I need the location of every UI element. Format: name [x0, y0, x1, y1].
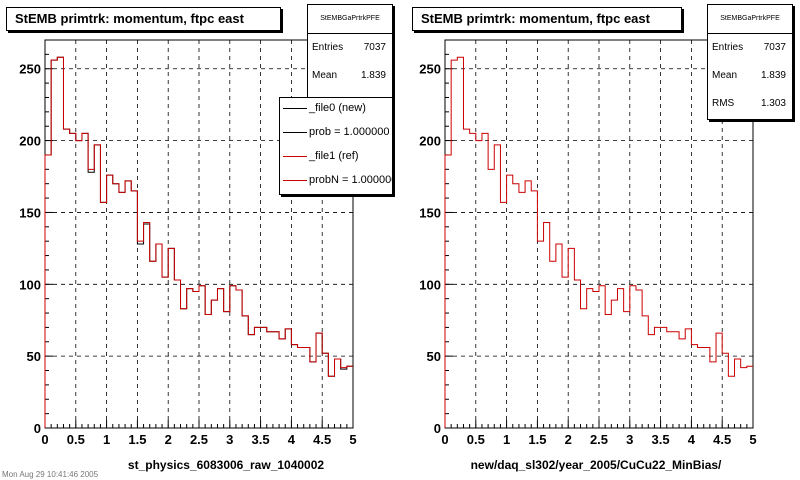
left-y-tick-label: 100 [19, 277, 41, 292]
left-y-tick-label: 250 [19, 62, 41, 77]
left-stats-header: StEMBGaPrtrkPFE [308, 5, 392, 34]
right-y-tick-label: 150 [419, 205, 441, 220]
legend-entry-file0: _file0 (new) [280, 98, 392, 122]
left-plot-title: StEMB primtrk: momentum, ftpc east [6, 7, 281, 31]
right-y-tick-label: 50 [427, 349, 441, 364]
right-x-tick-label: 0 [441, 432, 448, 447]
left-x-tick-label: 3 [226, 432, 233, 447]
left-stats-entries-label: Entries [312, 42, 344, 53]
right-stats-entries-row: Entries 7037 [708, 34, 792, 62]
left-x-tick-label: 1.5 [128, 432, 146, 447]
right-histogram-series-0 [444, 56, 753, 428]
left-x-tick-label: 4.5 [313, 432, 331, 447]
legend-label-file0: _file0 (new) [309, 102, 366, 114]
left-stats-entries-row: Entries 7037 [308, 34, 392, 62]
legend-entry-probn: probN = 1.000000 [280, 170, 392, 194]
right-x-tick-label: 2.5 [590, 432, 608, 447]
legend-entry-file1: _file1 (ref) [280, 146, 392, 170]
left-x-tick-label: 1 [103, 432, 110, 447]
right-y-tick-label: 100 [419, 277, 441, 292]
right-x-tick-label: 3.5 [652, 432, 670, 447]
right-x-tick-label: 1 [503, 432, 510, 447]
right-x-tick-label: 4 [688, 432, 696, 447]
right-y-tick-label: 0 [434, 421, 441, 436]
right-x-tick-label: 0.5 [467, 432, 485, 447]
right-stats-mean-row: Mean 1.839 [708, 62, 792, 90]
right-stats-entries-value: 7037 [763, 42, 786, 53]
legend-label-probn: probN = 1.000000 [309, 174, 393, 186]
legend-label-file1: _file1 (ref) [309, 150, 359, 162]
right-stats-mean-label: Mean [712, 70, 738, 81]
left-y-tick-label: 0 [34, 421, 41, 436]
right-stats-box: StEMBGaPrtrkPFE Entries 7037 Mean 1.839 … [707, 4, 793, 120]
left-stats-mean-value: 1.839 [360, 70, 386, 81]
right-x-tick-label: 3 [626, 432, 633, 447]
left-y-tick-label: 200 [19, 134, 41, 149]
timestamp-footer: Mon Aug 29 10:41:46 2005 [2, 470, 99, 479]
legend-swatch-prob [283, 132, 307, 133]
left-y-tick-label: 150 [19, 205, 41, 220]
right-stats-header: StEMBGaPrtrkPFE [708, 5, 792, 34]
left-x-tick-label: 0 [41, 432, 48, 447]
left-x-axis-title: st_physics_6083006_raw_1040002 [127, 458, 325, 472]
right-x-axis-title: new/daq_sl302/year_2005/CuCu22_MinBias/ [470, 458, 722, 472]
right-x-tick-label: 1.5 [528, 432, 546, 447]
left-y-tick-label: 50 [27, 349, 41, 364]
legend: _file0 (new) prob = 1.000000 _file1 (ref… [279, 97, 393, 195]
left-stats-box: StEMBGaPrtrkPFE Entries 7037 Mean 1.839 [307, 4, 393, 100]
legend-swatch-probn [283, 180, 307, 181]
legend-swatch-file1 [283, 156, 307, 157]
right-x-tick-label: 2 [565, 432, 572, 447]
left-x-tick-label: 2.5 [190, 432, 208, 447]
legend-swatch-file0 [283, 108, 307, 109]
right-plot-title: StEMB primtrk: momentum, ftpc east [412, 7, 682, 31]
legend-entry-prob: prob = 1.000000 [280, 122, 392, 146]
left-stats-entries-value: 7037 [363, 42, 386, 53]
left-x-tick-label: 3.5 [252, 432, 270, 447]
right-x-tick-label: 5 [749, 432, 756, 447]
right-y-tick-label: 200 [419, 134, 441, 149]
right-x-tick-label: 4.5 [713, 432, 731, 447]
right-stats-rms-label: RMS [712, 98, 735, 109]
right-y-tick-label: 250 [419, 62, 441, 77]
left-x-tick-label: 4 [288, 432, 296, 447]
left-x-tick-label: 0.5 [67, 432, 85, 447]
right-stats-entries-label: Entries [712, 42, 744, 53]
left-stats-mean-row: Mean 1.839 [308, 62, 392, 90]
left-x-tick-label: 2 [165, 432, 172, 447]
legend-label-prob: prob = 1.000000 [309, 126, 390, 138]
left-stats-mean-label: Mean [312, 70, 338, 81]
left-histogram-series-1 [44, 56, 353, 428]
right-stats-rms-row: RMS 1.303 [708, 90, 792, 118]
right-stats-rms-value: 1.303 [760, 98, 786, 109]
right-stats-mean-value: 1.839 [760, 70, 786, 81]
left-x-tick-label: 5 [349, 432, 356, 447]
